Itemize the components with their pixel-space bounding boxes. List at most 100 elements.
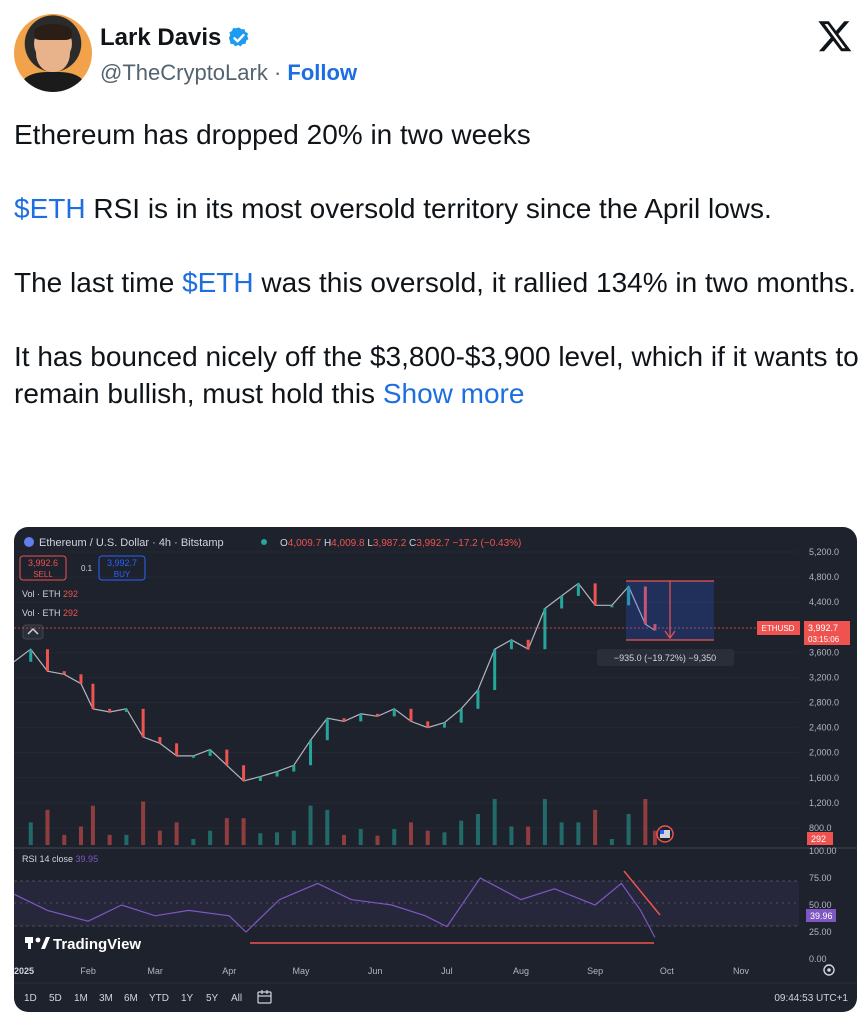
candle	[426, 721, 430, 728]
candle	[29, 649, 33, 662]
author-name[interactable]: Lark Davis	[100, 24, 251, 52]
tweet-paragraph-4: It has bounced nicely off the $3,800-$3,…	[14, 338, 860, 412]
date-range-calendar-icon[interactable]	[257, 990, 272, 1004]
range-button-5d[interactable]: 5D	[49, 993, 62, 1004]
rsi-tag-bg	[806, 909, 836, 922]
tweet-paragraph-1: Ethereum has dropped 20% in two weeks	[14, 119, 531, 150]
volume-bar	[62, 834, 67, 845]
collapse-legend-button[interactable]	[22, 624, 44, 640]
tweet-paragraph-2: $ETH RSI is in its most oversold territo…	[14, 190, 860, 227]
x-logo-icon[interactable]	[816, 18, 854, 54]
price-axis-label: 3,200.0	[809, 672, 839, 682]
ethereum-logo-icon	[24, 537, 34, 547]
rsi-axis[interactable]: 100.00 75.00 50.00 25.00 0.00	[809, 846, 837, 964]
price-axis-label: 5,200.0	[809, 547, 839, 557]
range-button-3m[interactable]: 3M	[99, 993, 113, 1004]
range-button-1d[interactable]: 1D	[24, 993, 37, 1004]
eth-cashtag-link-2[interactable]: $ETH	[182, 267, 254, 298]
candle	[292, 765, 296, 772]
range-button-6m[interactable]: 6M	[124, 993, 138, 1004]
tradingview-chart: Ethereum / U.S. Dollar · 4h · Bitstamp O…	[14, 537, 857, 1004]
ticker-tag-bg	[757, 621, 800, 635]
volume-bar	[174, 822, 179, 845]
volume-bar	[459, 820, 464, 845]
candle	[91, 683, 95, 709]
candle	[108, 708, 112, 712]
watermark-text: TradingView	[53, 936, 141, 953]
market-open-dot	[261, 539, 267, 545]
candlesticks	[29, 583, 657, 781]
volume-bar	[107, 834, 112, 845]
volume-bar	[291, 830, 296, 845]
price-axis-label: 3,600.0	[809, 647, 839, 657]
volume-bar	[208, 830, 213, 845]
candle	[593, 583, 597, 606]
symbol-title[interactable]: Ethereum / U.S. Dollar · 4h · Bitstamp	[39, 537, 224, 549]
range-button-ytd[interactable]: YTD	[149, 993, 169, 1004]
volume-bar	[492, 799, 497, 845]
volume-legend-1[interactable]: Vol · ETH 292	[22, 589, 78, 599]
author-name-text[interactable]: Lark Davis	[100, 24, 222, 51]
show-more-link[interactable]: Show more	[382, 378, 525, 409]
candle	[242, 765, 246, 781]
volume-bar	[559, 822, 564, 845]
tweet-paragraph-3-post: was this oversold, it rallied 134% in tw…	[253, 267, 856, 298]
range-button-1m[interactable]: 1M	[74, 993, 88, 1004]
volume-tag-bg	[807, 832, 833, 845]
volume-bar	[475, 814, 480, 845]
author-handle[interactable]: @TheCryptoLark	[100, 60, 268, 85]
price-axis-label: 2,400.0	[809, 723, 839, 733]
price-axis-label: 800.0	[809, 823, 832, 833]
volume-bar	[90, 805, 95, 845]
spread-value: 0.1	[81, 564, 93, 573]
time-axis[interactable]: 2025 Feb Mar Apr May Jun Jul Aug Sep Oct Nov	[14, 966, 749, 976]
eth-cashtag-link[interactable]: $ETH	[14, 193, 86, 224]
tweet-text: Ethereum has dropped 20% in two weeks $E…	[14, 116, 860, 449]
candle	[627, 586, 631, 606]
candle	[442, 722, 446, 728]
candle	[509, 639, 513, 650]
svg-text:3,992.6: 3,992.6	[28, 558, 58, 568]
volume-bar	[526, 826, 531, 845]
buy-button[interactable]: 3,992.7 BUY	[98, 555, 146, 581]
price-axis-label: 4,800.0	[809, 572, 839, 582]
candle	[309, 740, 313, 766]
candle	[258, 776, 262, 781]
candle	[79, 674, 83, 684]
follow-button[interactable]: Follow	[287, 60, 358, 85]
candle	[124, 708, 128, 712]
sell-button[interactable]: 3,992.6 SELL	[19, 555, 67, 581]
volume-bar	[325, 809, 330, 845]
utc-clock[interactable]: 09:44:53 UTC+1	[774, 993, 848, 1004]
range-selector: 1D 5D 1M 3M 6M YTD 1Y 5Y All	[24, 993, 242, 1004]
avatar[interactable]	[14, 14, 92, 92]
volume-bar	[157, 830, 162, 845]
candle	[476, 690, 480, 709]
volume-bar	[358, 829, 363, 845]
volume-bar	[308, 805, 313, 845]
tweet-paragraph-4-text: It has bounced nicely off the $3,800-$3,…	[14, 341, 859, 409]
range-button-all[interactable]: All	[231, 993, 242, 1004]
price-axis-label: 2,800.0	[809, 698, 839, 708]
candle	[359, 713, 363, 722]
ticker-price-bg	[804, 621, 850, 645]
volume-bars	[28, 799, 657, 845]
price-range-measure[interactable]: −935.0 (−19.72%) −9,350	[597, 580, 734, 666]
price-series-line	[14, 582, 656, 782]
price-axis-label: 1,600.0	[809, 773, 839, 783]
rsi-trend-line[interactable]	[623, 870, 661, 916]
volume-legend-2[interactable]: Vol · ETH 292	[22, 608, 78, 618]
range-button-5y[interactable]: 5Y	[206, 993, 219, 1004]
volume-bar	[275, 832, 280, 845]
tweet-paragraph-3: The last time $ETH was this oversold, it…	[14, 264, 860, 301]
price-axis[interactable]: 5,200.0 4,800.0 4,400.0 3,600.0 3,200.0 2,800…	[809, 547, 839, 833]
candle	[342, 718, 346, 722]
chart-image[interactable]: Ethereum / U.S. Dollar · 4h · Bitstamp O…	[14, 527, 857, 1012]
range-button-1y[interactable]: 1Y	[181, 993, 194, 1004]
chart-settings-gear-icon[interactable]	[823, 964, 835, 976]
time-axis-label: Jun	[368, 966, 383, 976]
rsi-legend[interactable]: RSI 14 close 39.95	[22, 854, 98, 864]
volume-bar	[191, 839, 196, 845]
currency-flag-icon[interactable]	[656, 825, 674, 843]
volume-bar	[576, 822, 581, 845]
